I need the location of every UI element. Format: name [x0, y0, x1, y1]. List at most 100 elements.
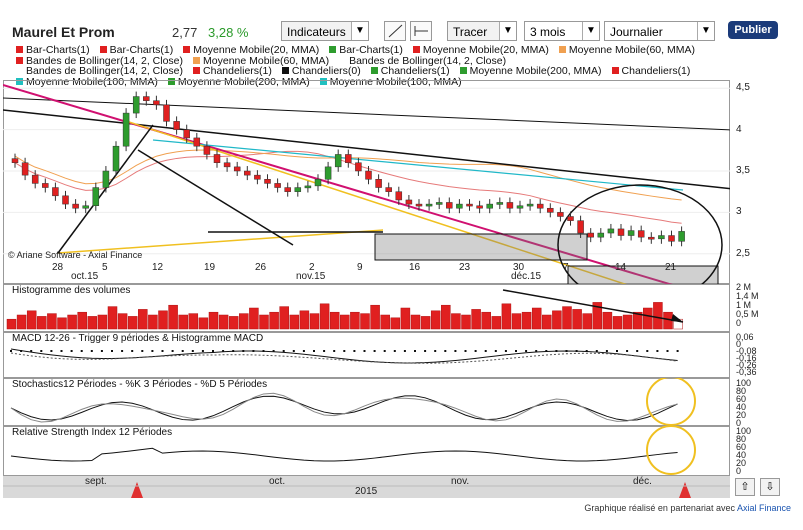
- candle-up: [456, 203, 463, 209]
- volume-panel: [3, 284, 730, 332]
- macd-hist-bar: [313, 350, 315, 352]
- draw-hline-tool-button[interactable]: [410, 21, 432, 41]
- timeline-left-handle[interactable]: [131, 482, 143, 498]
- macd-y-tick: 0,06: [736, 332, 754, 342]
- volume-bar: [340, 314, 350, 330]
- period-select[interactable]: 3 mois ▼: [524, 21, 600, 41]
- timeline-navigator[interactable]: sept. oct. nov. déc. 2015: [3, 476, 730, 498]
- volume-bar: [531, 307, 542, 330]
- candle-up: [334, 154, 342, 168]
- volume-bar: [481, 311, 491, 330]
- interval-select[interactable]: Journalier ▼: [604, 21, 715, 41]
- stochastics-chart: [10, 378, 696, 426]
- volume-bar: [279, 306, 289, 330]
- timeline-year: 2015: [355, 486, 378, 497]
- footer-text: Graphique réalisé en partenariat avec: [584, 503, 735, 513]
- legend-item: Chandeliers(1): [193, 65, 272, 77]
- macd-chart: [10, 348, 679, 364]
- scroll-down-button[interactable]: ⇩: [760, 478, 780, 496]
- macd-hist-bar: [111, 350, 113, 352]
- candle-down: [163, 104, 170, 122]
- footer-link[interactable]: Axial Finance: [736, 503, 791, 513]
- legend-swatch: [16, 67, 23, 74]
- volume-bar: [239, 313, 249, 330]
- price-x-axis: 28 5 12 19 26 2 9 16 23 30 7 14 21 oct.15 nov.15 déc.15: [3, 262, 730, 284]
- candle-up: [92, 187, 100, 206]
- volume-bar: [57, 317, 67, 330]
- legend-swatch: [193, 56, 201, 64]
- legend-item: Chandeliers(0): [281, 65, 361, 77]
- tracer-dropdown[interactable]: Tracer ▼: [447, 21, 517, 41]
- rsi-y-tick: 60: [736, 442, 747, 452]
- rsi-chart: [10, 426, 696, 475]
- chevron-down-icon: ▼: [351, 22, 368, 40]
- price-x-tick: 28: [52, 262, 64, 273]
- highlight-circle: [646, 426, 696, 475]
- legend-label: Bar-Charts(1): [109, 44, 174, 56]
- stock-price: 2,77: [172, 25, 198, 40]
- price-x-tick: 26: [255, 262, 267, 273]
- candle-down: [223, 162, 231, 168]
- legend-swatch: [611, 67, 619, 74]
- legend-item: Bandes de Bollinger(14, 2, Close): [339, 55, 506, 67]
- volume-bar: [168, 304, 178, 330]
- consolidation-box-2: [567, 265, 719, 284]
- legend-swatch: [167, 77, 175, 85]
- macd-hist-bar: [292, 350, 295, 352]
- stoch-y-tick: 0: [736, 418, 742, 428]
- scroll-up-button[interactable]: ⇧: [735, 478, 755, 496]
- volume-bar: [653, 302, 663, 330]
- price-y-tick: 3,5: [736, 165, 750, 176]
- candle-up: [516, 205, 524, 209]
- volume-bar: [471, 309, 481, 330]
- legend-swatch: [558, 46, 566, 53]
- publish-button[interactable]: Publier: [728, 21, 778, 39]
- legend-swatch: [183, 46, 191, 53]
- candle-up: [112, 145, 120, 172]
- indicators-dropdown[interactable]: Indicateurs ▼: [281, 21, 369, 41]
- volume-trend-arrow: [502, 289, 684, 323]
- macd-hist-bar: [676, 350, 679, 352]
- stoch-y-tick: 20: [736, 410, 747, 420]
- legend-label: Moyenne Mobile(60, MMA): [203, 54, 330, 67]
- macd-hist-bar: [121, 350, 124, 352]
- volume-bar: [430, 310, 441, 330]
- candle-down: [183, 129, 190, 139]
- legend-item: Moyenne Mobile(200, MMA): [167, 76, 310, 88]
- volume-y-tick: 0,5 M: [736, 309, 759, 319]
- macd-y-tick: -0,08: [736, 346, 757, 356]
- candle-up: [102, 170, 110, 188]
- download-icon: ⇩: [765, 481, 775, 493]
- macd-hist-bar: [212, 350, 214, 352]
- candle-down: [415, 203, 423, 207]
- macd-y-tick: -0,26: [736, 360, 757, 370]
- candle-down: [668, 235, 675, 242]
- macd-hist-bar: [272, 350, 275, 352]
- macd-hist-bar: [414, 350, 416, 352]
- volume-bar: [451, 313, 461, 330]
- price-x-tick: 19: [204, 262, 216, 273]
- macd-hist-bar: [222, 350, 225, 352]
- legend-label: Moyenne Mobile(100, MMA): [26, 75, 158, 88]
- candle-down: [233, 166, 241, 172]
- candle-up: [597, 232, 605, 238]
- stoch-y-tick: 80: [736, 386, 747, 396]
- timeline-handles: [3, 482, 730, 498]
- price-x-tick: 30: [513, 262, 525, 273]
- volume-chart: [6, 289, 684, 330]
- macd-hist-bar: [393, 350, 396, 352]
- price-month-label: déc.15: [511, 271, 542, 282]
- timeline-right-handle[interactable]: [679, 482, 691, 498]
- volume-y-tick: 1 M: [736, 300, 752, 310]
- volume-bar: [410, 314, 421, 330]
- draw-line-tool-button[interactable]: [384, 21, 406, 41]
- candle-up: [496, 202, 504, 205]
- candle-down: [587, 232, 594, 238]
- chevron-down-icon: ▼: [697, 22, 714, 40]
- candle-up: [678, 231, 685, 242]
- legend-label: Bandes de Bollinger(14, 2, Close): [349, 54, 507, 67]
- rsi-y-tick: 20: [736, 458, 747, 468]
- stoch-y-tick: 60: [736, 394, 747, 404]
- macd-y-axis: 0,06 0 -0,08 -0,16 -0,26 -0,36: [736, 332, 796, 377]
- macd-hist-bar: [383, 350, 386, 352]
